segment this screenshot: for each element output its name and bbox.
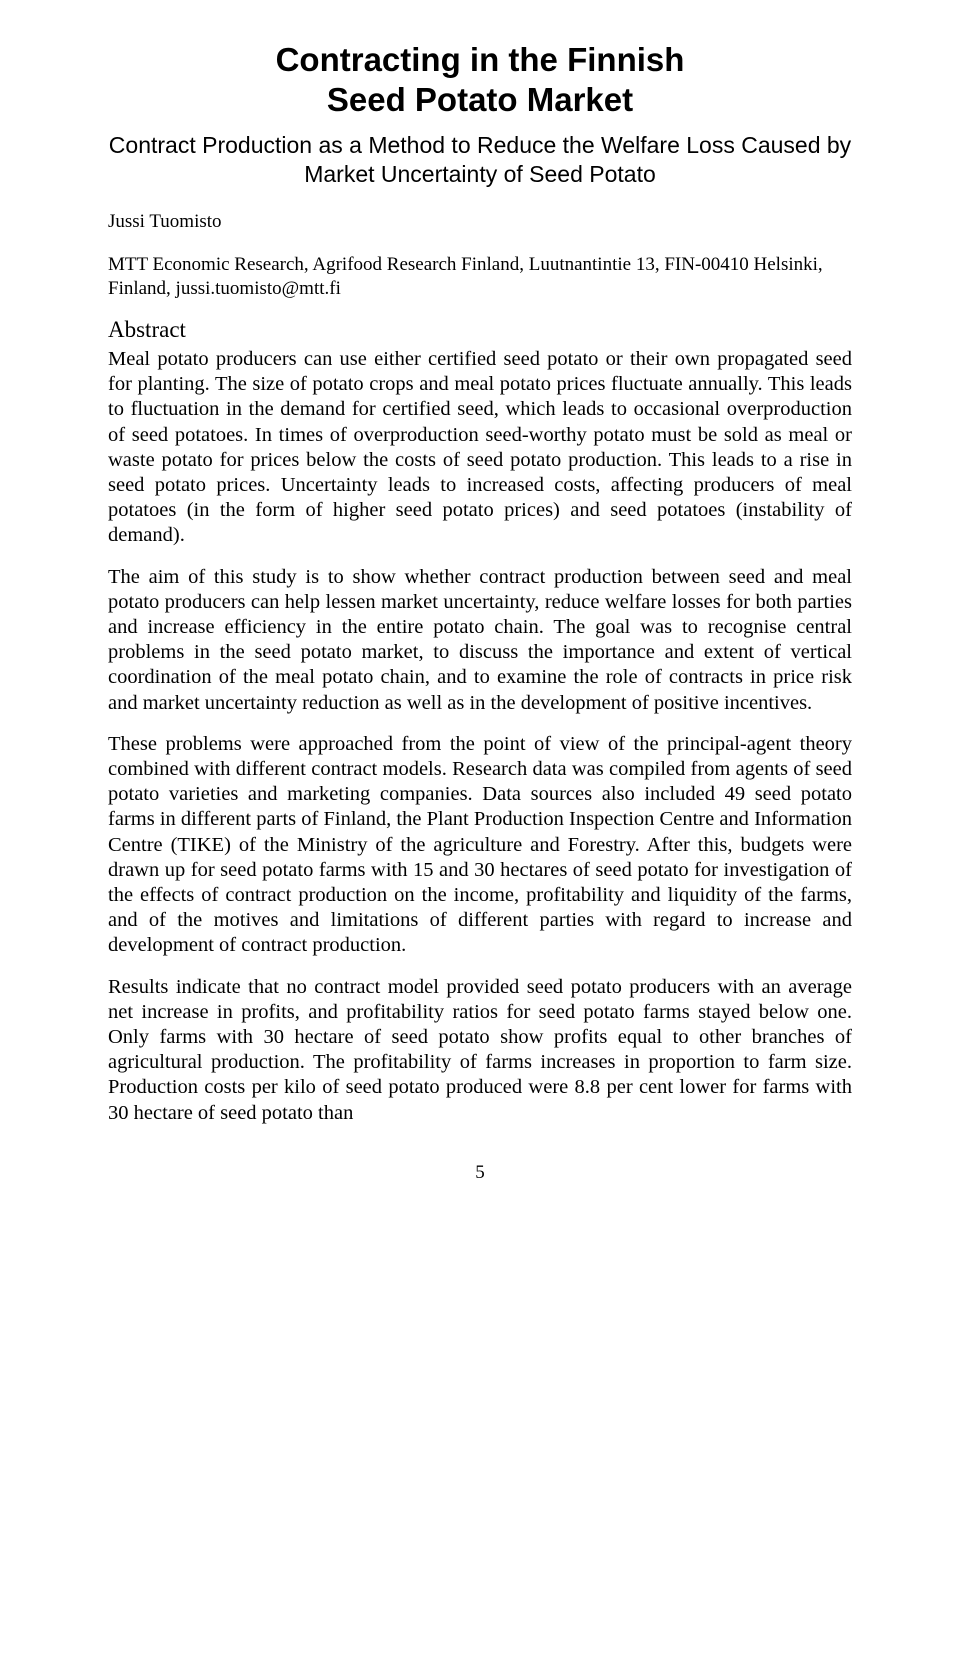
abstract-heading: Abstract [108, 317, 852, 343]
paper-subtitle: Contract Production as a Method to Reduc… [108, 131, 852, 189]
paper-title: Contracting in the Finnish Seed Potato M… [108, 40, 852, 119]
page-number: 5 [108, 1162, 852, 1184]
abstract-paragraph-2: The aim of this study is to show whether… [108, 565, 852, 716]
title-line-1: Contracting in the Finnish [276, 41, 685, 78]
abstract-paragraph-4: Results indicate that no contract model … [108, 975, 852, 1126]
author-line: Jussi Tuomisto [108, 211, 852, 234]
affiliation: MTT Economic Research, Agrifood Research… [108, 253, 852, 301]
abstract-paragraph-3: These problems were approached from the … [108, 732, 852, 959]
title-line-2: Seed Potato Market [327, 81, 633, 118]
abstract-paragraph-1: Meal potato producers can use either cer… [108, 347, 852, 549]
